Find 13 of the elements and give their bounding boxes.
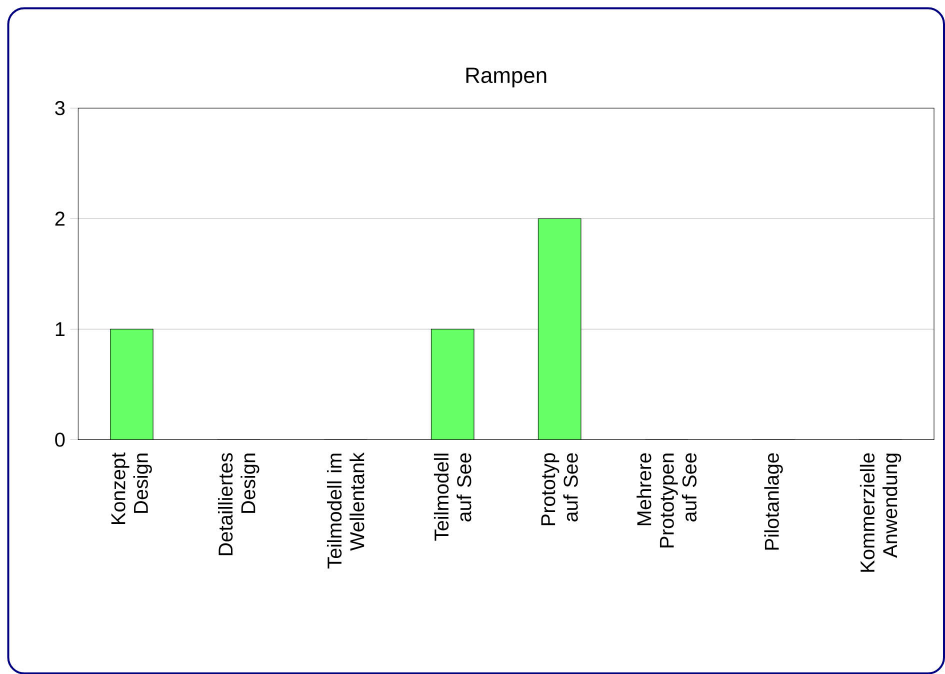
y-tick-label: 2 <box>55 211 64 226</box>
x-tick-label: Teilmodell im Wellentank <box>326 452 364 568</box>
x-tick-label: Detailliertes Design <box>218 452 260 555</box>
x-tick-label: Prototyp auf See <box>541 453 578 525</box>
x-tick-label: Teilmodell auf See <box>434 453 472 541</box>
x-tick-label: Konzept Design <box>111 452 152 524</box>
y-tick-label: 3 <box>55 100 65 116</box>
y-tick-label: 1 <box>56 322 64 336</box>
x-tick-label: Mehrere Prototypen auf See <box>636 453 697 548</box>
x-tick-label: Kommerzielle Anwendung <box>860 453 902 572</box>
x-tick-label: Pilotanlage <box>764 453 783 550</box>
chart-title: Rampen <box>466 68 546 88</box>
y-tick-label: 0 <box>55 432 65 447</box>
